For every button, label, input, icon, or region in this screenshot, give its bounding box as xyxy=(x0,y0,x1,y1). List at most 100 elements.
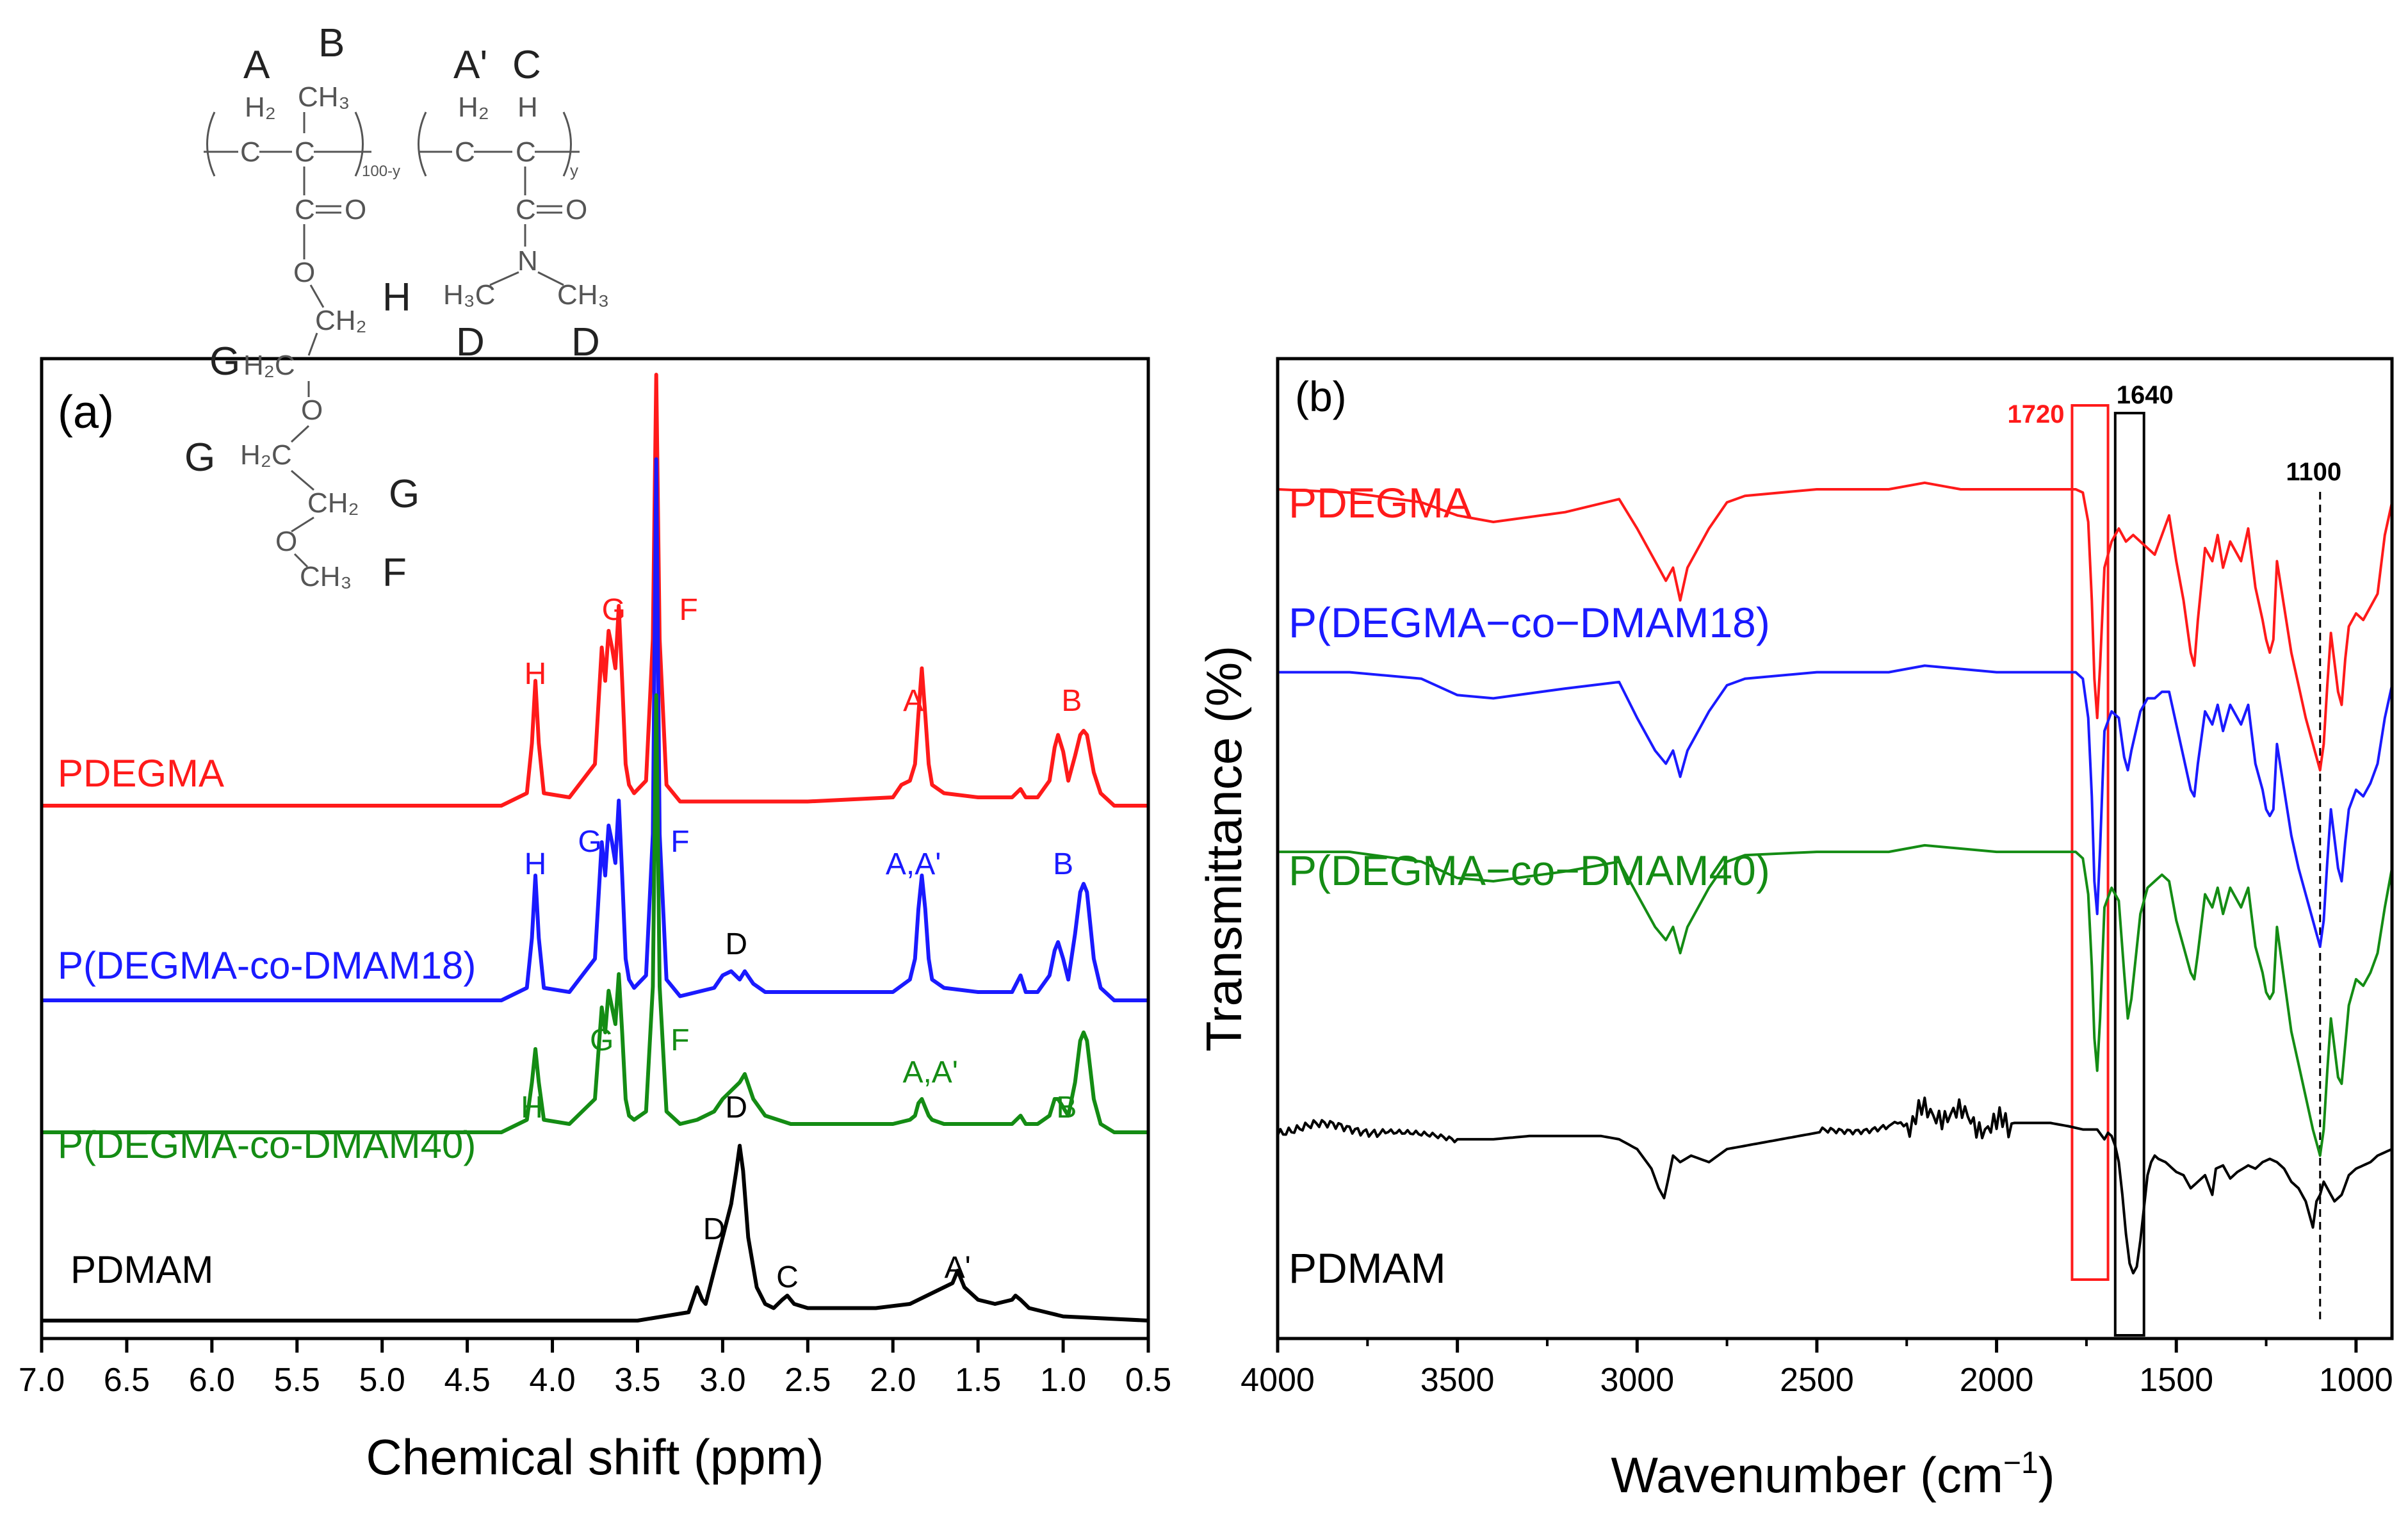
nmr-peak-label: G xyxy=(602,593,626,627)
ftir-x-tick-label: 3500 xyxy=(1420,1362,1495,1399)
nmr-legend-pdmam: PDMAM xyxy=(70,1248,213,1291)
ftir-series-line xyxy=(1278,664,2393,948)
structure-bond xyxy=(307,332,318,356)
structure-label-d2: D xyxy=(571,320,600,364)
nmr-series-line xyxy=(42,693,1148,1134)
ftir-highlight-boxes: 1720 1640 1100 xyxy=(2007,381,2341,1337)
nmr-panel-label: (a) xyxy=(58,387,114,438)
nmr-peak-label: D xyxy=(725,1091,747,1125)
structure-co-right-o: O xyxy=(565,194,587,225)
ftir-x-axis-title-superscript: −1 xyxy=(2003,1446,2038,1480)
structure-ch2-a-prime: H₂ xyxy=(458,92,489,123)
structure-label-g3: G xyxy=(389,472,419,516)
structure-bond xyxy=(290,425,310,443)
nmr-series-line xyxy=(42,1144,1149,1323)
ftir-x-tick-label: 1000 xyxy=(2319,1362,2393,1399)
nmr-x-tick-label: 3.0 xyxy=(699,1362,745,1399)
nmr-peak-label: G xyxy=(590,1023,614,1057)
ftir-highlight-box xyxy=(2113,412,2145,1337)
nmr-peak-label: B xyxy=(1056,1091,1077,1125)
structure-ch3-b: CH₃ xyxy=(298,81,350,113)
structure-sub-left: 100-y xyxy=(362,163,400,180)
nmr-peak-label: B xyxy=(1053,847,1073,881)
ftir-series-line xyxy=(1278,843,2393,1157)
nmr-x-tick-label: 3.5 xyxy=(614,1362,660,1399)
ftir-box-label: 1720 xyxy=(2007,400,2064,428)
nmr-x-tick-label: 1.0 xyxy=(1040,1362,1086,1399)
ftir-panel-label: (b) xyxy=(1295,373,1347,420)
nmr-x-tick-label: 5.0 xyxy=(359,1362,405,1399)
nmr-x-tick-label: 7.0 xyxy=(19,1362,65,1399)
nmr-x-tick-label: 4.5 xyxy=(444,1362,490,1399)
structure-bond xyxy=(489,271,519,286)
ftir-x-axis-title-main: Wavenumber (cm xyxy=(1611,1447,2003,1503)
structure-bracket-mid-left xyxy=(354,111,364,177)
nmr-peak-label: H xyxy=(525,847,547,881)
nmr-series-line xyxy=(42,457,1148,1002)
nmr-x-axis-title: Chemical shift (ppm) xyxy=(366,1429,824,1485)
nmr-peak-label: A' xyxy=(945,1251,971,1285)
structure-c-a-prime: C xyxy=(455,136,475,168)
ftir-x-tick-label: 2500 xyxy=(1780,1362,1854,1399)
ftir-x-tick-label: 4000 xyxy=(1241,1362,1315,1399)
ftir-plot-frame xyxy=(1276,357,2394,1340)
nmr-peak-label: C xyxy=(776,1260,799,1294)
nmr-x-tick-label: 6.0 xyxy=(189,1362,235,1399)
structure-label-h: H xyxy=(382,275,411,320)
structure-bond xyxy=(537,271,564,286)
nmr-series-line xyxy=(42,373,1148,808)
structure-h-c: H xyxy=(517,92,538,123)
structure-bracket-left xyxy=(206,111,216,177)
structure-bond xyxy=(291,516,314,533)
nmr-legend-pdegma: PDEGMA xyxy=(58,752,224,795)
nmr-peak-label: F xyxy=(671,1023,689,1057)
nmr-peak-label: G xyxy=(578,825,601,859)
structure-bracket-mid-right xyxy=(418,111,427,177)
nmr-peak-labels: HG FA BHG FDA,A' BHG FDA,A'BDC A' xyxy=(521,593,1082,1294)
structure-ester-o: O xyxy=(293,257,315,288)
nmr-peak-label: A,A' xyxy=(886,847,941,881)
nmr-peak-label: B xyxy=(1061,684,1082,718)
nmr-peak-label: H xyxy=(525,657,547,691)
structure-c-b: C xyxy=(295,136,315,168)
nmr-peak-label: D xyxy=(703,1212,726,1246)
ftir-highlight-box xyxy=(2070,404,2110,1281)
structure-c-c: C xyxy=(516,136,536,168)
nmr-legend-dmam18: P(DEGMA-co-DMAM18) xyxy=(58,944,476,987)
structure-ch3-f: CH₃ xyxy=(300,561,352,592)
nmr-x-ticks: 7.0 6.5 6.0 5.5 5.0 4.5 4.0 3.5 3.0 2.5 2.0 1.5 1.0 0… xyxy=(19,1339,1171,1399)
nmr-legend-dmam40: P(DEGMA-co-DMAM40) xyxy=(58,1123,476,1166)
ftir-legend-pdegma: PDEGMA xyxy=(1289,479,1472,526)
structure-label-b: B xyxy=(318,21,345,65)
structure-co-left-c: C xyxy=(295,194,315,225)
structure-ch2-g3: CH₂ xyxy=(307,487,359,519)
structure-h3c-d: H₃C xyxy=(443,279,495,311)
structure-bond xyxy=(309,284,325,308)
structure-h2c-g: H₂C xyxy=(243,350,295,381)
ftir-x-axis-title: Wavenumber (cm−1) xyxy=(1611,1446,2054,1503)
structure-label-c: C xyxy=(512,43,541,87)
structure-ether-o: O xyxy=(301,395,323,426)
structure-bracket-right xyxy=(562,111,572,177)
nmr-peak-label: A xyxy=(903,684,923,718)
nmr-panel: HG FA BHG FDA,A' BHG FDA,A'BDC A' 7.0 6.5 6.0 5.5… xyxy=(19,357,1171,1485)
structure-label-a: A xyxy=(243,43,270,87)
polymer-structure: A B A' C H D D G G G F H₂ C CH₃ C 100-y … xyxy=(184,21,609,595)
ftir-box-label: 1640 xyxy=(2117,381,2174,409)
structure-label-d1: D xyxy=(456,320,485,364)
ftir-series-group xyxy=(1276,481,2393,1274)
ftir-series-line xyxy=(1277,481,2393,772)
nmr-x-tick-label: 0.5 xyxy=(1125,1362,1171,1399)
structure-bond xyxy=(293,553,309,568)
ftir-series-line xyxy=(1276,1096,2393,1274)
structure-ch2-a: H₂ xyxy=(245,92,276,123)
structure-bond xyxy=(291,469,314,491)
nmr-x-tick-label: 4.0 xyxy=(529,1362,575,1399)
ftir-y-axis-title: Transmittance (%) xyxy=(1196,646,1252,1052)
structure-h2c-g2: H₂C xyxy=(240,439,292,471)
nmr-peak-label: H xyxy=(521,1091,543,1125)
structure-ch3-d: CH₃ xyxy=(557,279,609,311)
nmr-x-tick-label: 2.0 xyxy=(870,1362,916,1399)
nmr-x-tick-label: 2.5 xyxy=(785,1362,831,1399)
